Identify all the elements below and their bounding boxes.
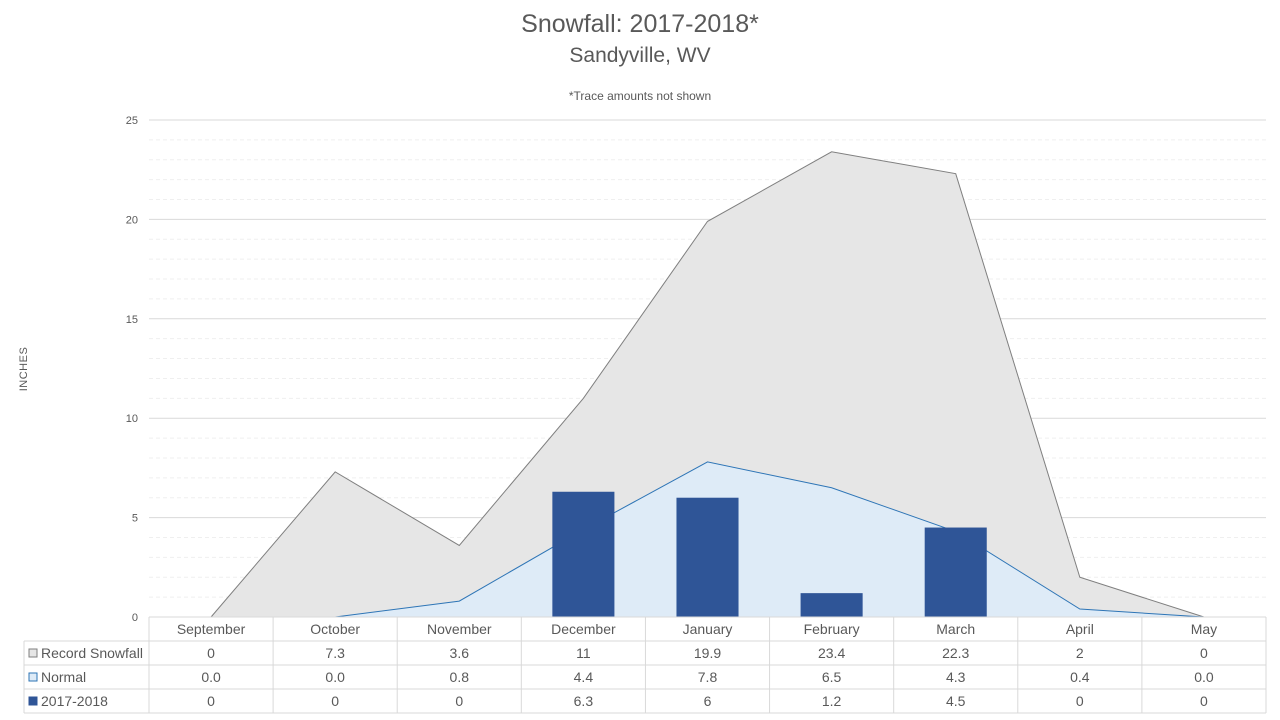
legend-label: Normal	[41, 669, 86, 685]
x-tick-label: April	[1066, 621, 1094, 637]
y-tick-label: 0	[132, 612, 138, 624]
data-label: 0.4	[1070, 669, 1090, 685]
data-label: 19.9	[694, 645, 721, 661]
legend-swatch	[28, 696, 38, 706]
data-label: 4.3	[946, 669, 966, 685]
y-tick-label: 10	[126, 413, 138, 425]
chart-note: *Trace amounts not shown	[568, 89, 712, 103]
data-label: 0	[207, 645, 215, 661]
bar-march	[924, 527, 987, 617]
x-tick-label: March	[936, 621, 975, 637]
x-tick-label: May	[1191, 621, 1217, 637]
y-tick-label: 20	[126, 214, 138, 226]
data-label: 22.3	[942, 645, 969, 661]
bar-february	[800, 593, 863, 617]
area-record-snowfall	[211, 151, 1204, 618]
x-tick-label: November	[427, 621, 492, 637]
y-tick-label: 25	[126, 115, 138, 127]
data-label: 0	[207, 693, 215, 709]
bar-january	[676, 497, 739, 617]
data-label: 1.2	[822, 693, 842, 709]
data-label: 0.0	[325, 669, 345, 685]
data-label: 7.3	[325, 645, 345, 661]
data-label: 11	[576, 645, 591, 661]
x-tick-label: September	[177, 621, 246, 637]
data-label: 2	[1076, 645, 1084, 661]
data-label: 0.0	[201, 669, 221, 685]
data-label: 6.3	[574, 693, 594, 709]
x-tick-label: October	[310, 621, 360, 637]
y-tick-label: 5	[132, 513, 138, 525]
data-label: 23.4	[818, 645, 845, 661]
data-label: 6.5	[822, 669, 842, 685]
data-label: 4.4	[574, 669, 594, 685]
legend-swatch	[28, 648, 38, 658]
legend-label: 2017-2018	[41, 693, 108, 709]
data-label: 3.6	[450, 645, 470, 661]
data-label: 4.5	[946, 693, 966, 709]
data-label: 6	[704, 693, 712, 709]
data-label: 0	[1200, 645, 1208, 661]
data-label: 0	[1200, 693, 1208, 709]
bar-december	[552, 491, 615, 617]
data-label: 0.0	[1194, 669, 1214, 685]
x-tick-label: December	[551, 621, 616, 637]
x-tick-label: February	[804, 621, 860, 637]
data-label: 0	[331, 693, 339, 709]
data-label: 0	[1076, 693, 1084, 709]
legend-label: Record Snowfall	[41, 645, 143, 661]
chart-subtitle: Sandyville, WV	[569, 44, 711, 67]
legend-swatch	[28, 672, 38, 682]
data-label: 0.8	[450, 669, 470, 685]
x-tick-label: January	[683, 621, 733, 637]
data-label: 7.8	[698, 669, 718, 685]
chart-title: Snowfall: 2017-2018*	[521, 10, 759, 38]
y-tick-label: 15	[126, 314, 138, 326]
data-label: 0	[455, 693, 463, 709]
